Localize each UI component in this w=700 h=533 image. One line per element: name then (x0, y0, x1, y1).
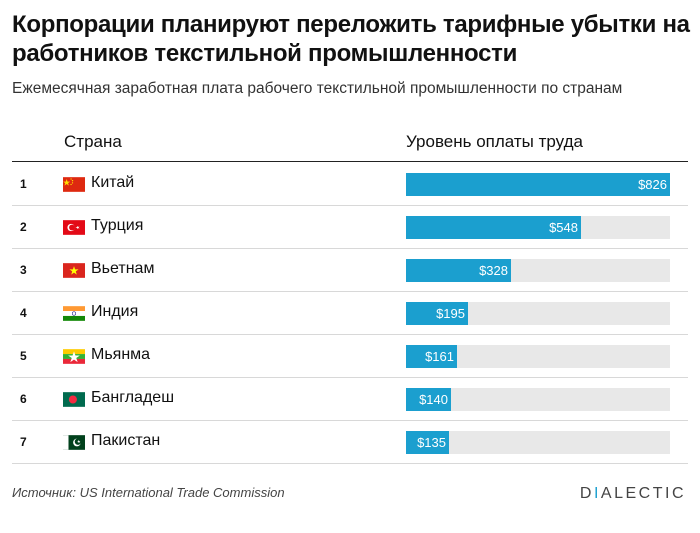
china-flag-icon (63, 177, 85, 192)
wage-bar: $161 (406, 345, 457, 368)
country-column-header: Страна (64, 132, 122, 151)
source-note: Источник: US International Trade Commiss… (12, 485, 285, 500)
wage-bar: $140 (406, 388, 451, 411)
table-row: 2 Турция $548 (12, 206, 688, 249)
table-row: 3 Вьетнам $328 (12, 249, 688, 292)
wage-bar: $135 (406, 431, 449, 454)
table-row: 4 Индия $195 (12, 292, 688, 335)
wage-bar: $826 (406, 173, 670, 196)
wage-column-header: Уровень оплаты труда (406, 132, 583, 151)
vietnam-flag-icon (63, 263, 85, 278)
rank-number: 4 (20, 306, 27, 320)
table-row: 5 Мьянма $161 (12, 335, 688, 378)
myanmar-flag-icon (63, 349, 85, 364)
table-row: 1 Китай $826 (12, 163, 688, 206)
country-name: Бангладеш (91, 389, 175, 406)
wage-value-label: $548 (549, 220, 578, 235)
pakistan-flag-icon (63, 435, 85, 450)
wage-bar-track: $161 (406, 345, 670, 368)
wage-bar-track: $826 (406, 173, 670, 196)
logo-letter-i: I (593, 485, 601, 502)
rank-number: 5 (20, 349, 27, 363)
rank-number: 7 (20, 435, 27, 449)
chart-title: Корпорации планируют переложить тарифные… (12, 11, 690, 67)
country-name: Турция (91, 217, 144, 234)
country-name: Индия (91, 303, 139, 320)
wage-bar-track: $135 (406, 431, 670, 454)
logo-letters-rest: ALECTIC (600, 485, 686, 502)
country-name: Китай (91, 174, 135, 191)
wage-bar-track: $140 (406, 388, 670, 411)
turkey-flag-icon (63, 220, 85, 235)
wage-value-label: $135 (417, 435, 446, 450)
wage-value-label: $328 (479, 263, 508, 278)
wage-bar-track: $195 (406, 302, 670, 325)
wage-bar: $195 (406, 302, 468, 325)
rank-number: 3 (20, 263, 27, 277)
chart-subtitle: Ежемесячная заработная плата рабочего те… (12, 80, 623, 97)
rank-number: 2 (20, 220, 27, 234)
bangladesh-flag-icon (63, 392, 85, 407)
wage-bar-track: $328 (406, 259, 670, 282)
wage-value-label: $140 (419, 392, 448, 407)
logo-letter-d: D (579, 485, 594, 502)
table-row: 6 Бангладеш $140 (12, 378, 688, 421)
india-flag-icon (63, 306, 85, 321)
dialectic-logo: DIALECTIC (580, 485, 686, 503)
wage-value-label: $161 (425, 349, 454, 364)
wage-bar: $328 (406, 259, 511, 282)
rank-number: 6 (20, 392, 27, 406)
rank-number: 1 (20, 177, 27, 191)
ranking-table: 1 Китай $826 2 Турция $548 3 Вьетнам $328 4 Индия $… (12, 163, 688, 464)
country-name: Пакистан (91, 432, 161, 449)
wage-value-label: $195 (436, 306, 465, 321)
country-name: Вьетнам (91, 260, 155, 277)
wage-bar: $548 (406, 216, 581, 239)
wage-bar-track: $548 (406, 216, 670, 239)
wage-value-label: $826 (638, 177, 667, 192)
country-name: Мьянма (91, 346, 151, 363)
table-row: 7 Пакистан $135 (12, 421, 688, 464)
table-header: Страна Уровень оплаты труда (12, 121, 688, 162)
